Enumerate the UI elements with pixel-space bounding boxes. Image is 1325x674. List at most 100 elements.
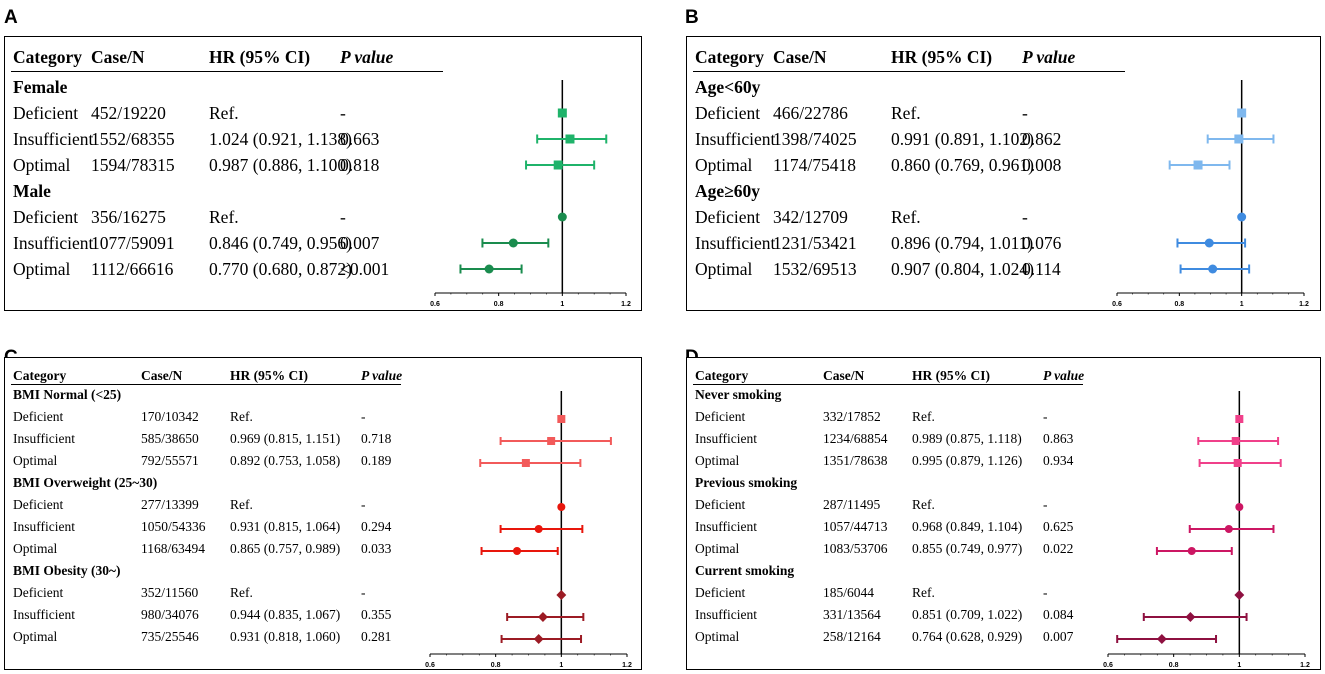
row-category: Deficient bbox=[13, 409, 64, 425]
group-heading-female: Female bbox=[13, 77, 68, 98]
header-p-value: P value bbox=[1043, 368, 1085, 383]
hr-point-marker bbox=[521, 459, 530, 467]
row-hr-ci: 0.991 (0.891, 1.102) bbox=[891, 129, 1034, 150]
hr-point-marker bbox=[1185, 612, 1196, 622]
row-hr-ci: 0.770 (0.680, 0.872) bbox=[209, 259, 352, 280]
row-hr-ci: 0.896 (0.794, 1.011) bbox=[891, 233, 1034, 254]
row-p-value: 0.008 bbox=[1022, 155, 1062, 176]
row-case-n: 1552/68355 bbox=[91, 129, 175, 150]
x-tick-label: 1.2 bbox=[622, 662, 632, 669]
row-category: Optimal bbox=[13, 259, 71, 280]
row-category: Insufficient bbox=[695, 431, 757, 447]
row-case-n: 1168/63494 bbox=[141, 541, 205, 557]
header-p-value: P value bbox=[361, 368, 403, 383]
row-category: Insufficient bbox=[13, 233, 94, 254]
row-p-value: 0.355 bbox=[361, 607, 392, 623]
row-case-n: 258/12164 bbox=[823, 629, 881, 645]
row-case-n: 585/38650 bbox=[141, 431, 199, 447]
x-tick-label: 1 bbox=[560, 301, 564, 308]
row-category: Deficient bbox=[13, 585, 64, 601]
forest-plot: 0.6 0.8 1 1.2 bbox=[430, 80, 631, 308]
row-category: Insufficient bbox=[695, 519, 757, 535]
row-case-n: 1057/44713 bbox=[823, 519, 888, 535]
group-heading-age-60y: Age≥60y bbox=[695, 181, 761, 202]
row-category: Optimal bbox=[695, 541, 740, 557]
row-p-value: 0.076 bbox=[1022, 233, 1062, 254]
row-category: Optimal bbox=[13, 629, 58, 645]
hr-point-marker bbox=[534, 525, 543, 533]
row-p-value: <0.001 bbox=[340, 259, 390, 280]
row-hr-ci: 0.931 (0.815, 1.064) bbox=[230, 519, 341, 535]
group-heading-current-smoking: Current smoking bbox=[695, 563, 795, 579]
row-category: Optimal bbox=[13, 541, 58, 557]
row-p-value: 0.007 bbox=[340, 233, 380, 254]
hr-point-marker bbox=[1187, 547, 1196, 555]
hr-point-marker bbox=[557, 108, 567, 118]
group-heading-male: Male bbox=[13, 181, 51, 202]
x-tick-label: 1.2 bbox=[621, 301, 631, 308]
row-p-value: 0.114 bbox=[1022, 259, 1061, 280]
row-p-value: 0.189 bbox=[361, 453, 392, 469]
row-hr-ci: Ref. bbox=[209, 103, 239, 124]
row-hr-ci: 0.846 (0.749, 0.956) bbox=[209, 233, 352, 254]
row-p-value: - bbox=[361, 497, 366, 513]
group-heading-bmi-normal-25: BMI Normal (<25) bbox=[13, 387, 122, 403]
panel-label-b: B bbox=[685, 7, 699, 28]
row-category: Deficient bbox=[695, 497, 746, 513]
row-category: Optimal bbox=[13, 453, 58, 469]
hr-point-marker bbox=[1233, 459, 1242, 467]
row-hr-ci: Ref. bbox=[209, 207, 239, 228]
hr-point-marker bbox=[533, 634, 544, 644]
row-hr-ci: 0.855 (0.749, 0.977) bbox=[912, 541, 1023, 557]
row-category: Insufficient bbox=[13, 607, 75, 623]
row-p-value: 0.862 bbox=[1022, 129, 1062, 150]
hr-point-marker bbox=[547, 437, 556, 445]
header-hr: HR (95% CI) bbox=[891, 47, 993, 67]
group-heading-previous-smoking: Previous smoking bbox=[695, 475, 798, 491]
forest-plot: 0.6 0.8 1 1.2 bbox=[1112, 80, 1309, 308]
hr-point-marker bbox=[1224, 525, 1233, 533]
header-case-n: Case/N bbox=[823, 368, 865, 383]
row-case-n: 1351/78638 bbox=[823, 453, 888, 469]
row-case-n: 1077/59091 bbox=[91, 233, 175, 254]
row-p-value: - bbox=[1022, 103, 1028, 124]
hr-point-marker bbox=[1235, 415, 1244, 423]
forest-plot: 0.6 0.8 1 1.2 bbox=[425, 391, 632, 669]
row-case-n: 331/13564 bbox=[823, 607, 881, 623]
header-p-value: P value bbox=[340, 47, 394, 67]
row-hr-ci: 0.968 (0.849, 1.104) bbox=[912, 519, 1023, 535]
hr-point-marker bbox=[1204, 238, 1214, 248]
row-case-n: 1532/69513 bbox=[773, 259, 857, 280]
row-p-value: - bbox=[1022, 207, 1028, 228]
row-category: Insufficient bbox=[13, 519, 75, 535]
row-hr-ci: 0.892 (0.753, 1.058) bbox=[230, 453, 341, 469]
row-p-value: 0.084 bbox=[1043, 607, 1074, 623]
row-p-value: 0.663 bbox=[340, 129, 380, 150]
hr-point-marker bbox=[1235, 503, 1244, 511]
x-tick-label: 1.2 bbox=[1299, 301, 1309, 308]
x-tick-label: 0.8 bbox=[494, 301, 504, 308]
row-category: Insufficient bbox=[13, 129, 94, 150]
hr-point-marker bbox=[556, 590, 567, 600]
row-category: Optimal bbox=[695, 155, 753, 176]
group-heading-bmi-obesity-30: BMI Obesity (30~) bbox=[13, 563, 121, 579]
header-category: Category bbox=[13, 368, 67, 383]
hr-point-marker bbox=[557, 212, 567, 222]
row-category: Optimal bbox=[695, 629, 740, 645]
row-case-n: 1050/54336 bbox=[141, 519, 206, 535]
row-category: Deficient bbox=[13, 497, 64, 513]
row-category: Deficient bbox=[13, 103, 79, 124]
row-p-value: 0.934 bbox=[1043, 453, 1074, 469]
x-tick-label: 0.6 bbox=[430, 301, 440, 308]
row-hr-ci: Ref. bbox=[230, 585, 253, 601]
row-case-n: 1231/53421 bbox=[773, 233, 857, 254]
row-hr-ci: Ref. bbox=[891, 103, 921, 124]
group-heading-age-60y: Age<60y bbox=[695, 77, 761, 98]
x-tick-label: 0.6 bbox=[425, 662, 435, 669]
row-case-n: 1174/75418 bbox=[773, 155, 856, 176]
x-tick-label: 1 bbox=[1240, 301, 1244, 308]
hr-point-marker bbox=[508, 238, 518, 248]
row-case-n: 185/6044 bbox=[823, 585, 875, 601]
row-hr-ci: 0.865 (0.757, 0.989) bbox=[230, 541, 341, 557]
forest-plot: 0.6 0.8 1 1.2 bbox=[1103, 391, 1310, 669]
